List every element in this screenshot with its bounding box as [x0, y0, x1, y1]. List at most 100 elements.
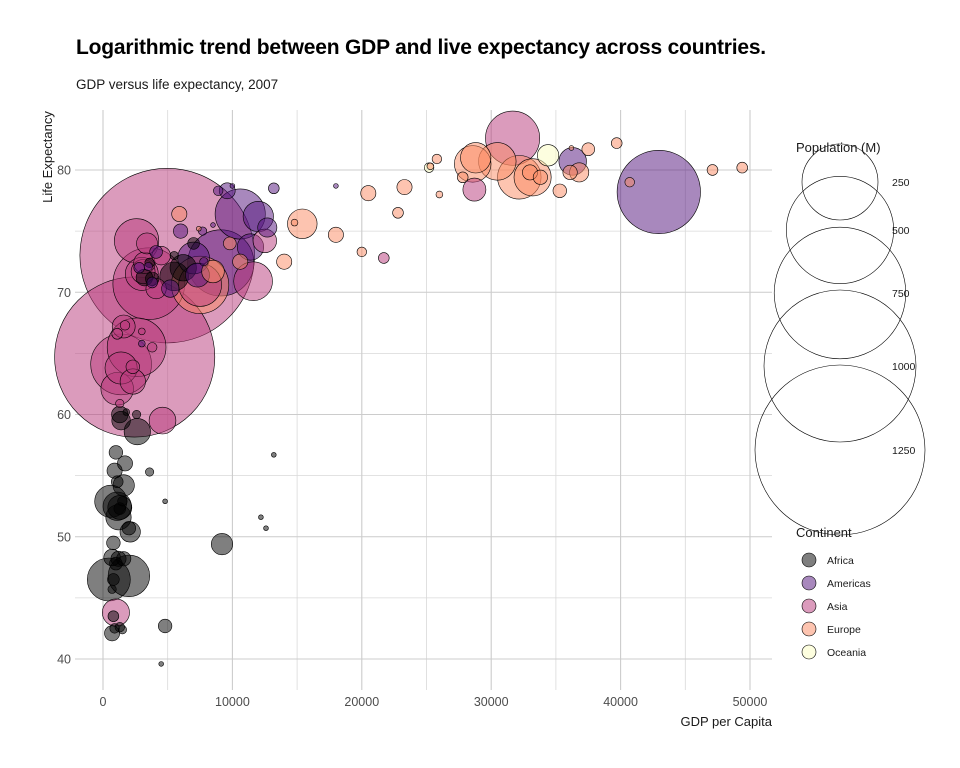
size-legend: Population (M) 250 500 750 1000 1250 — [754, 140, 926, 536]
size-legend-label: 500 — [892, 225, 910, 237]
data-point-europe — [327, 226, 344, 243]
data-point-europe — [610, 137, 623, 149]
data-point-africa — [106, 535, 121, 551]
x-tick-label: 20000 — [344, 695, 379, 709]
chart-subtitle: GDP versus life expectancy, 2007 — [76, 77, 279, 92]
data-point-europe — [460, 142, 492, 174]
data-point-europe — [581, 142, 595, 156]
data-point-europe — [290, 218, 299, 227]
data-point-americas — [333, 183, 339, 189]
data-point-asia — [462, 177, 487, 202]
data-point-asia — [125, 359, 140, 374]
data-point-europe — [624, 177, 635, 188]
color-legend-key — [801, 552, 817, 568]
y-tick-label: 70 — [57, 286, 71, 300]
color-legend-label: Africa — [827, 555, 854, 567]
data-point-africa — [122, 408, 131, 416]
data-point-africa — [187, 237, 200, 250]
data-point-americas — [213, 185, 224, 196]
y-tick-label: 40 — [57, 653, 71, 667]
y-tick-label: 60 — [57, 408, 71, 422]
color-legend-title: Continent — [796, 525, 852, 540]
data-point-americas — [173, 223, 189, 239]
data-point-africa — [108, 445, 123, 460]
size-legend-key — [773, 226, 907, 360]
color-legend-key — [801, 644, 817, 660]
data-point-europe — [392, 207, 404, 219]
data-point-europe — [223, 236, 237, 251]
color-legend-key — [801, 575, 817, 591]
data-point-africa — [145, 467, 155, 477]
data-point-africa — [107, 584, 117, 594]
data-point-africa — [107, 610, 120, 622]
data-point-africa — [121, 521, 136, 536]
data-point-americas — [210, 222, 216, 228]
data-point-asia — [119, 320, 131, 331]
y-tick-label: 50 — [57, 530, 71, 544]
size-legend-title: Population (M) — [796, 140, 881, 155]
data-point-asia — [115, 398, 125, 408]
data-point-europe — [532, 169, 548, 185]
y-axis-title: Life Expectancy — [40, 111, 55, 203]
data-point-americas — [138, 339, 146, 348]
size-legend-label: 1000 — [892, 361, 916, 373]
data-point-europe — [431, 153, 443, 165]
data-point-europe — [426, 162, 435, 171]
data-point-africa — [162, 498, 168, 504]
data-point-asia — [148, 406, 177, 435]
data-point-europe — [276, 253, 293, 270]
data-point-oceania — [537, 144, 560, 167]
x-tick-label: 10000 — [215, 695, 250, 709]
data-point-americas — [149, 245, 163, 259]
chart-title: Logarithmic trend between GDP and live e… — [76, 36, 766, 59]
size-legend-key — [754, 364, 926, 536]
data-point-europe — [435, 190, 444, 199]
size-legend-label: 1250 — [892, 445, 916, 457]
data-point-europe — [171, 206, 188, 222]
data-point-asia — [147, 342, 158, 353]
data-point-europe — [201, 259, 225, 284]
data-point-africa — [169, 251, 179, 261]
color-legend-label: Oceania — [827, 647, 866, 659]
data-point-europe — [232, 253, 249, 270]
size-legend-key — [763, 289, 917, 443]
data-point-americas — [133, 262, 145, 274]
data-point-americas — [268, 182, 280, 195]
data-point-africa — [258, 514, 264, 520]
data-point-americas — [161, 279, 180, 298]
data-point-europe — [287, 208, 318, 239]
data-point-africa — [109, 556, 123, 571]
color-legend-key — [801, 621, 817, 637]
x-axis-ticks: 0 10000 20000 30000 40000 50000 — [100, 695, 768, 709]
data-point-asia — [138, 327, 146, 336]
x-tick-label: 40000 — [603, 695, 638, 709]
data-point-europe — [360, 185, 377, 202]
size-legend-label: 250 — [892, 177, 910, 189]
x-tick-label: 30000 — [474, 695, 509, 709]
data-point-africa — [271, 452, 277, 458]
y-tick-label: 80 — [57, 164, 71, 178]
data-point-europe — [396, 179, 413, 195]
data-point-africa — [211, 533, 234, 556]
data-point-asia — [233, 261, 273, 301]
color-legend-label: Asia — [827, 601, 848, 613]
data-point-africa — [263, 525, 269, 531]
y-axis-ticks: 40 50 60 70 80 — [57, 164, 71, 667]
size-legend-key — [801, 143, 879, 221]
data-point-asia — [378, 252, 390, 264]
x-tick-label: 50000 — [733, 695, 768, 709]
data-point-americas — [257, 217, 278, 238]
data-point-americas — [229, 183, 236, 189]
data-point-africa — [158, 618, 173, 634]
data-point-europe — [568, 145, 575, 151]
color-legend-key — [801, 598, 817, 614]
data-point-africa — [158, 661, 164, 667]
data-point-americas — [616, 150, 701, 235]
data-point-africa — [132, 409, 142, 419]
data-point-africa — [117, 625, 127, 635]
data-point-africa — [107, 573, 120, 586]
data-point-europe — [562, 164, 578, 180]
size-legend-key — [785, 176, 894, 285]
data-point-americas — [199, 257, 209, 267]
